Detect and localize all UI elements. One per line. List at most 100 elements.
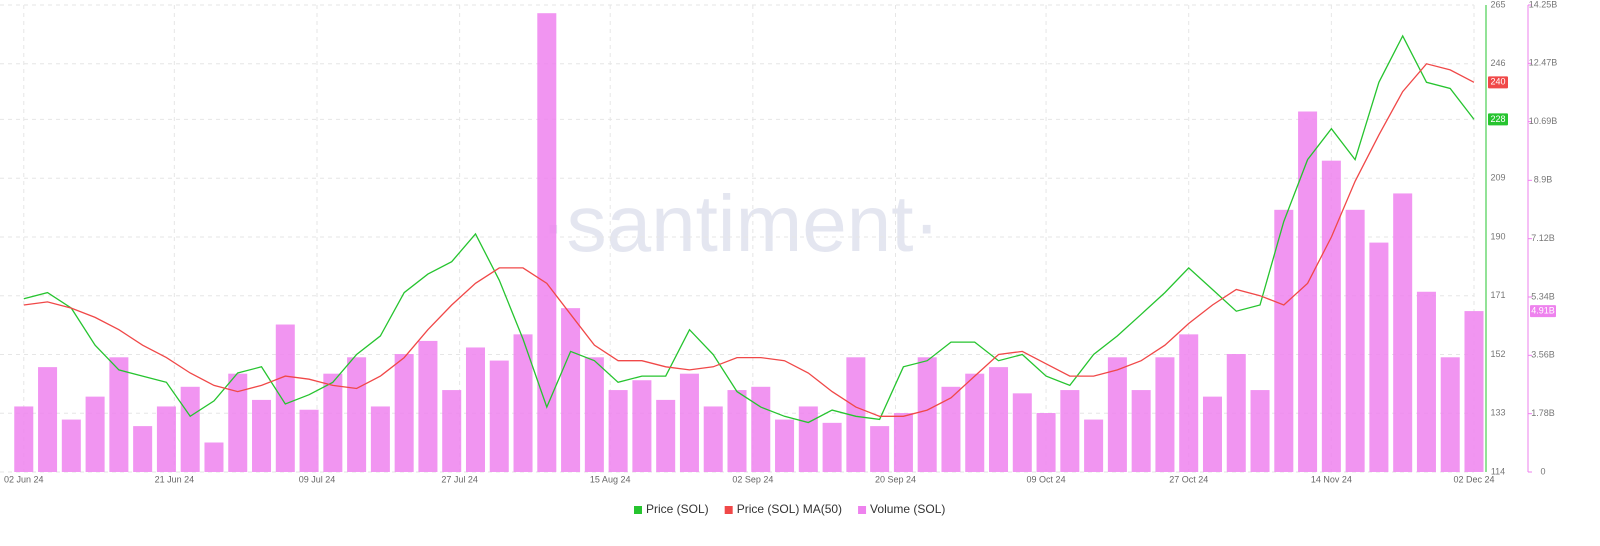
x-tick-label: 02 Dec 24 bbox=[1453, 474, 1494, 484]
volume-bar bbox=[1107, 357, 1127, 472]
volume-bar bbox=[1416, 291, 1436, 472]
volume-bar bbox=[61, 419, 81, 472]
volume-bar bbox=[870, 426, 890, 472]
volume-bar bbox=[584, 357, 604, 472]
volume-bar bbox=[1321, 160, 1341, 472]
volume-bar bbox=[1345, 209, 1365, 472]
volume-bar bbox=[14, 406, 34, 472]
y2-tick-label: 12.47B bbox=[1529, 58, 1558, 68]
x-tick-label: 15 Aug 24 bbox=[590, 474, 631, 484]
y-tick-label: 152 bbox=[1490, 349, 1505, 359]
x-tick-label: 02 Jun 24 bbox=[4, 474, 44, 484]
legend-swatch bbox=[858, 506, 867, 514]
y-tick-label: 209 bbox=[1490, 173, 1505, 183]
volume-bar bbox=[38, 367, 58, 472]
volume-bar bbox=[133, 426, 153, 472]
volume-bar bbox=[941, 386, 961, 472]
legend-label: Volume (SOL) bbox=[870, 502, 945, 516]
y2-tick-label: 5.34B bbox=[1531, 291, 1555, 301]
volume-bar bbox=[608, 390, 628, 472]
x-tick-label: 09 Oct 24 bbox=[1027, 474, 1066, 484]
volume-bar bbox=[394, 354, 414, 472]
volume-bar bbox=[1060, 390, 1080, 472]
volume-bar bbox=[1464, 311, 1484, 472]
volume-bar bbox=[347, 357, 367, 472]
volume-bar bbox=[1012, 393, 1032, 472]
volume-bar bbox=[1369, 242, 1389, 472]
volume-bar bbox=[917, 357, 937, 472]
y2-tick-label: 1.78B bbox=[1531, 408, 1555, 418]
legend-swatch bbox=[634, 506, 642, 514]
volume-bar bbox=[632, 380, 652, 472]
volume-bar bbox=[1202, 396, 1222, 472]
volume-bar bbox=[1131, 390, 1151, 472]
volume-bar bbox=[1226, 354, 1246, 472]
legend-label: Price (SOL) bbox=[646, 502, 709, 516]
volume-bar bbox=[703, 406, 723, 472]
volume-bar bbox=[204, 442, 224, 472]
price-line bbox=[23, 63, 1475, 417]
volume-bar bbox=[727, 390, 747, 472]
volume-bar bbox=[822, 422, 842, 472]
volume-bar bbox=[228, 373, 248, 472]
volume-bar bbox=[513, 334, 533, 472]
y-tick-label: 171 bbox=[1490, 290, 1505, 300]
volume-bar bbox=[370, 406, 390, 472]
value-badge-label: 4.91B bbox=[1531, 305, 1555, 315]
x-tick-label: 14 Nov 24 bbox=[1311, 474, 1352, 484]
x-tick-label: 02 Sep 24 bbox=[732, 474, 773, 484]
volume-bar bbox=[656, 399, 676, 472]
volume-bar bbox=[85, 396, 105, 472]
y-tick-label: 190 bbox=[1490, 231, 1505, 241]
y-tick-label: 265 bbox=[1490, 0, 1505, 9]
volume-bar bbox=[1084, 419, 1104, 472]
x-tick-label: 20 Sep 24 bbox=[875, 474, 916, 484]
volume-bar bbox=[1393, 193, 1413, 472]
volume-bar bbox=[989, 367, 1009, 472]
volume-bar bbox=[465, 347, 485, 472]
volume-bar bbox=[965, 373, 985, 472]
y-tick-label: 246 bbox=[1490, 58, 1505, 68]
volume-bar bbox=[418, 340, 438, 472]
volume-bar bbox=[1298, 111, 1318, 472]
volume-bar bbox=[1250, 390, 1270, 472]
volume-bar bbox=[751, 386, 771, 472]
y-tick-label: 114 bbox=[1491, 466, 1505, 476]
volume-bar bbox=[679, 373, 699, 472]
value-badge-label: 240 bbox=[1490, 77, 1505, 87]
volume-bar bbox=[1440, 357, 1460, 472]
volume-bar bbox=[109, 357, 129, 472]
volume-bar bbox=[299, 409, 319, 472]
volume-bar bbox=[561, 308, 581, 472]
value-badge bbox=[1488, 76, 1508, 89]
volume-bar bbox=[1155, 357, 1175, 472]
volume-bar bbox=[1274, 209, 1294, 472]
legend-label: Price (SOL) MA(50) bbox=[737, 502, 842, 516]
volume-bar bbox=[537, 13, 557, 472]
y2-tick-label: 7.12B bbox=[1531, 233, 1555, 243]
volume-bar bbox=[1036, 413, 1056, 472]
volume-bar bbox=[1179, 334, 1199, 472]
volume-bar bbox=[275, 324, 295, 472]
volume-bar bbox=[846, 357, 866, 472]
x-tick-label: 09 Jul 24 bbox=[299, 474, 336, 484]
y2-tick-label: 0 bbox=[1540, 466, 1545, 476]
value-badge bbox=[1530, 305, 1556, 318]
x-tick-label: 27 Jul 24 bbox=[441, 474, 478, 484]
volume-bar bbox=[156, 406, 176, 472]
y-tick-label: 133 bbox=[1490, 408, 1505, 418]
y2-tick-label: 8.9B bbox=[1534, 175, 1553, 185]
y2-tick-label: 14.25B bbox=[1529, 0, 1558, 9]
volume-bar bbox=[180, 386, 200, 472]
watermark: ·santiment· bbox=[540, 179, 940, 268]
volume-bar bbox=[798, 406, 818, 472]
value-badge-label: 228 bbox=[1490, 114, 1505, 124]
volume-bar bbox=[893, 413, 913, 472]
volume-bar bbox=[775, 419, 795, 472]
x-tick-label: 27 Oct 24 bbox=[1169, 474, 1208, 484]
value-badge bbox=[1488, 113, 1508, 126]
legend-swatch bbox=[724, 506, 733, 514]
volume-bar bbox=[442, 390, 462, 472]
x-tick-label: 21 Jun 24 bbox=[155, 474, 195, 484]
